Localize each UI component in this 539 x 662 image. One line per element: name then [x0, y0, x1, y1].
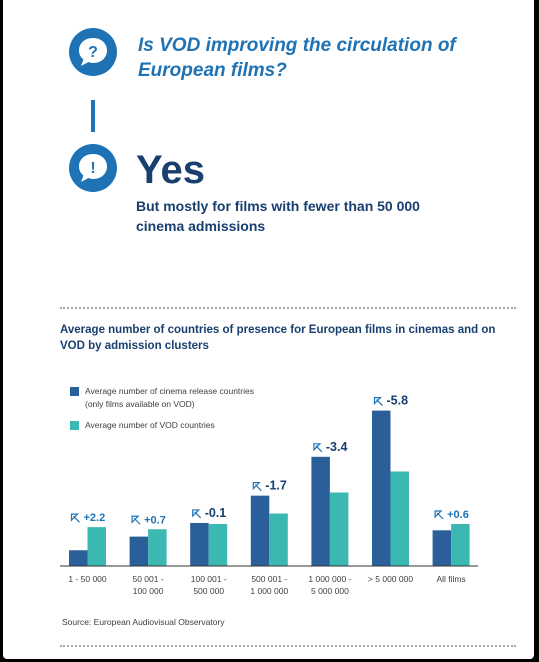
difference-label: -1.7	[265, 479, 287, 493]
difference-label: +0.7	[144, 514, 166, 526]
category-label: 1 - 50 000	[68, 574, 107, 584]
diagonal-arrow-icon	[252, 482, 262, 492]
svg-text:!: !	[90, 160, 95, 177]
category-label: 1 000 000 -	[308, 574, 351, 584]
category-label: 500 001 -	[251, 574, 287, 584]
category-label: All films	[436, 574, 465, 584]
difference-label: +2.2	[84, 512, 106, 524]
answer-detail: But mostly for films with fewer than 50 …	[136, 198, 420, 234]
difference-label: +0.6	[447, 509, 469, 521]
legend-label-vod: Average number of VOD countries	[85, 420, 215, 430]
difference-label: -0.1	[205, 506, 227, 520]
category-label: 1 000 000	[250, 586, 288, 596]
diagonal-arrow-icon	[434, 510, 444, 520]
source-note: Source: European Audiovisual Observatory	[62, 617, 225, 627]
legend-item-cinema: Average number of cinema release countri…	[70, 385, 270, 411]
legend-swatch-vod	[70, 421, 79, 430]
svg-text:?: ?	[88, 44, 98, 61]
chart-title: Average number of countries of presence …	[60, 324, 496, 352]
cinema-bar	[190, 522, 209, 566]
category-label: > 5 000 000	[368, 574, 413, 584]
category-label: 50 001 -	[132, 574, 163, 584]
qa-connector-line	[91, 100, 95, 132]
cinema-bar	[129, 536, 149, 566]
vod-bar	[148, 529, 167, 566]
vod-bar	[208, 524, 228, 566]
diagonal-arrow-icon	[70, 513, 80, 523]
category-label: 100 000	[133, 586, 164, 596]
cinema-bar	[432, 530, 452, 566]
cinema-bar	[69, 550, 88, 566]
diagonal-arrow-icon	[373, 397, 383, 407]
cinema-bar	[311, 456, 330, 566]
diagonal-arrow-icon	[131, 515, 141, 525]
difference-label: -5.8	[387, 394, 409, 408]
vod-bar	[329, 492, 349, 566]
answer-heading: Yes	[136, 148, 205, 192]
vod-bar	[451, 524, 470, 566]
cinema-bar	[250, 495, 270, 566]
bottom-divider	[60, 645, 516, 647]
top-divider	[60, 307, 516, 309]
diagonal-arrow-icon	[192, 509, 202, 519]
vod-bar	[269, 513, 288, 566]
vod-bar	[87, 527, 106, 566]
legend-swatch-cinema	[70, 387, 79, 396]
difference-label: -3.4	[326, 440, 348, 454]
question-heading: Is VOD improving the circulation of Euro…	[138, 35, 456, 81]
legend-label-cinema: Average number of cinema release countri…	[85, 386, 254, 409]
vod-bar	[390, 471, 409, 566]
question-mark-bubble-icon: ?	[69, 28, 117, 76]
legend-item-vod: Average number of VOD countries	[70, 419, 270, 432]
cinema-bar	[372, 410, 391, 566]
diagonal-arrow-icon	[313, 443, 323, 453]
category-label: 5 000 000	[311, 586, 349, 596]
category-label: 500 000	[193, 586, 224, 596]
exclamation-mark-bubble-icon: !	[69, 144, 117, 192]
category-label: 100 001 -	[191, 574, 227, 584]
